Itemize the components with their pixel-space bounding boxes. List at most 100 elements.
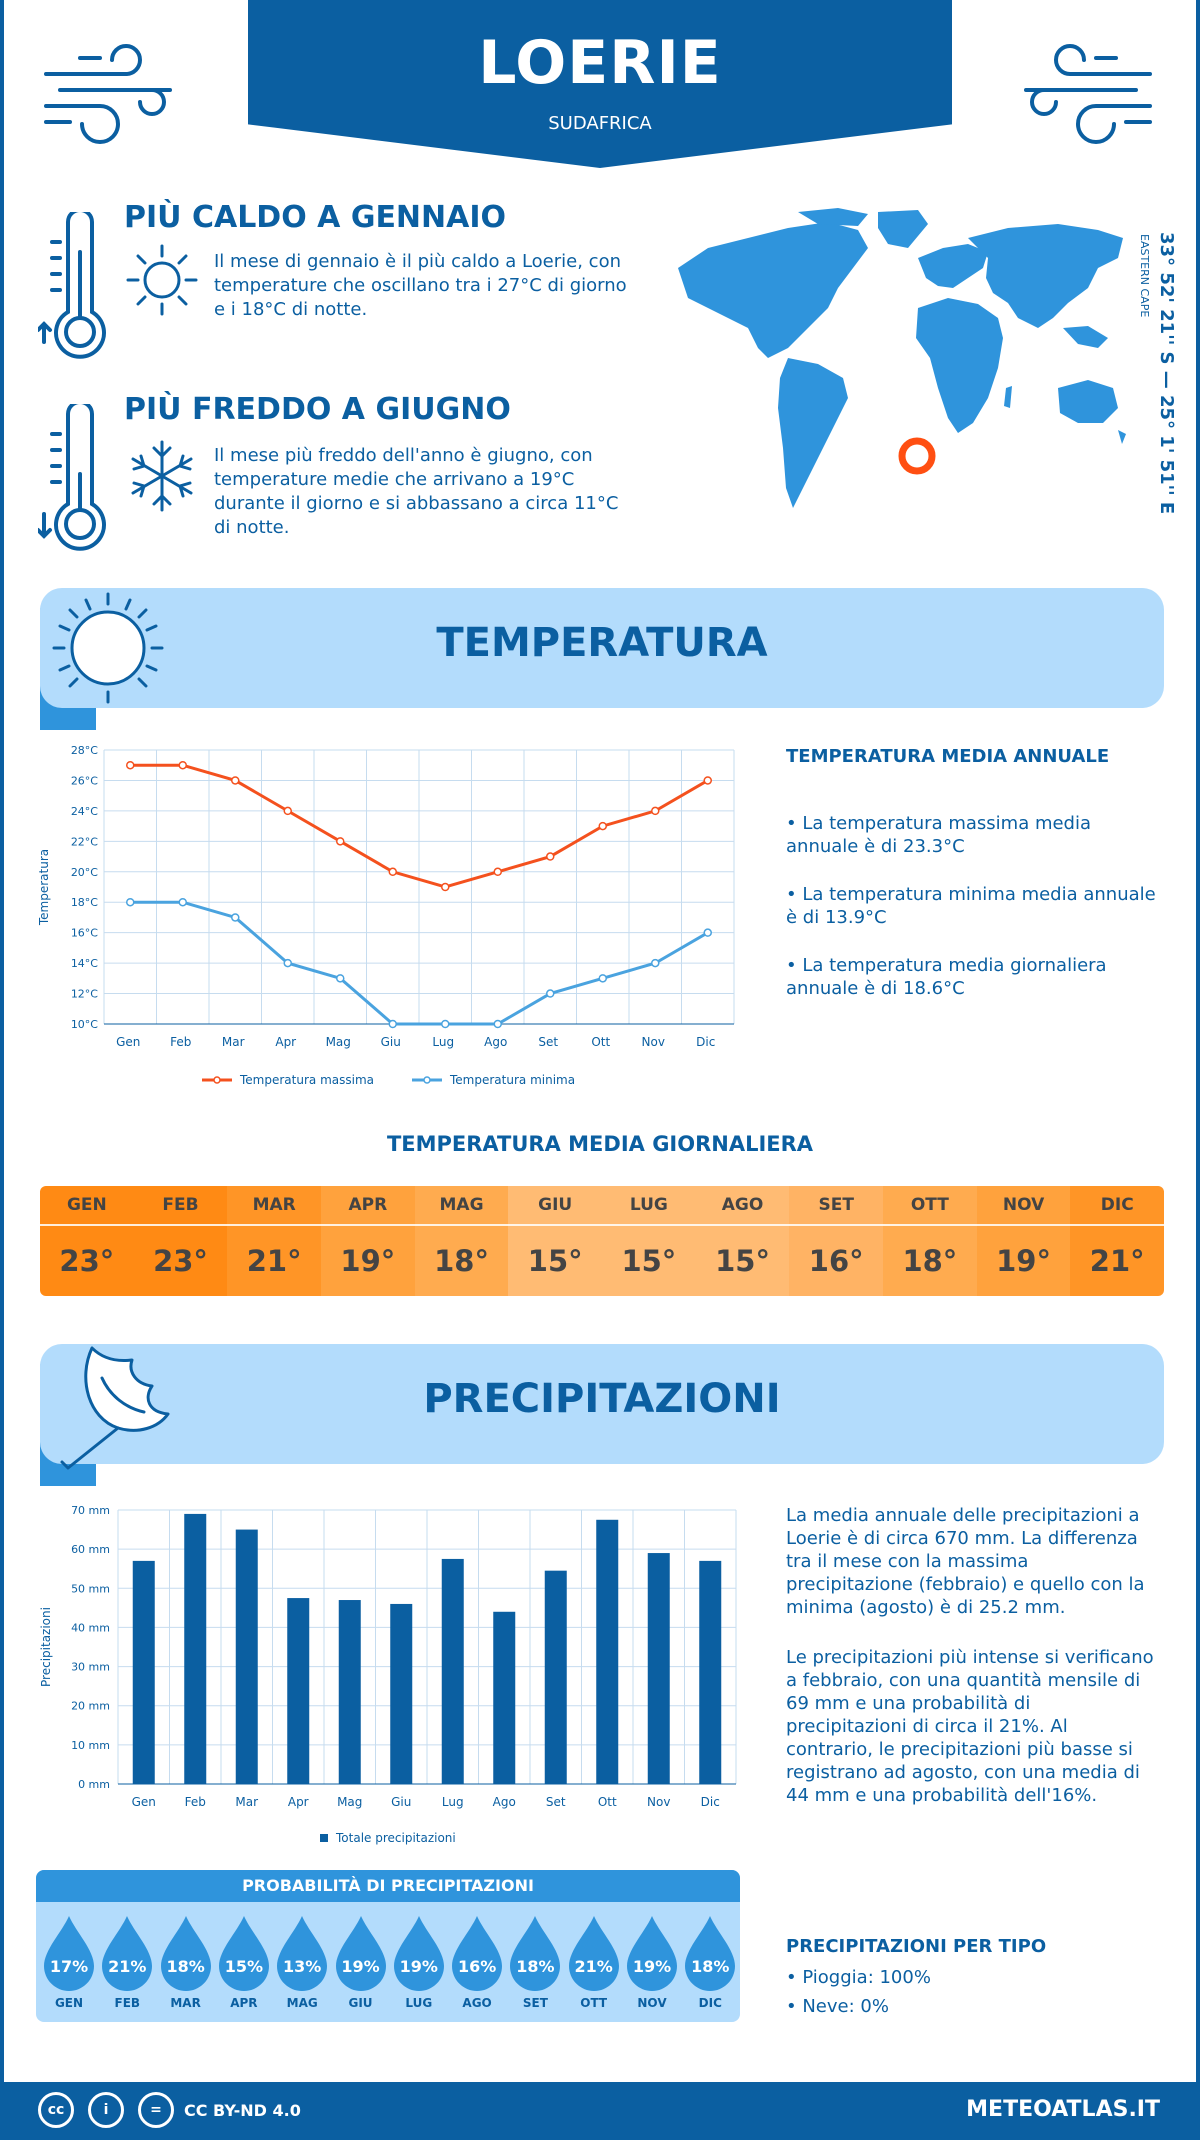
rain-drop: 19% GIU: [334, 1914, 388, 2014]
x-tick-label: Mag: [337, 1795, 362, 1809]
y-tick-label: 70 mm: [71, 1504, 110, 1517]
daily-temp-value: 15°: [715, 1244, 770, 1278]
thermometer-warm-icon: [38, 212, 106, 359]
wind-icon: [1024, 44, 1152, 144]
y-tick-label: 26°C: [71, 774, 98, 787]
daily-month-label: GEN: [66, 1195, 107, 1215]
bar: [390, 1603, 413, 1784]
snow-share: • Neve: 0%: [786, 1996, 889, 2017]
x-tick-label: Feb: [185, 1795, 206, 1809]
probability-month: DIC: [698, 1996, 722, 2010]
y-tick-label: 0 mm: [78, 1778, 110, 1791]
divider: [695, 1224, 790, 1226]
region-name: EASTERN CAPE: [1138, 234, 1151, 318]
data-point: [388, 867, 397, 877]
temperature-chart: 10°C 12°C 14°C 16°C 18°C 20°C 22°C 24°C 26°C 28°C…: [37, 744, 735, 1087]
daily-temp-column: APR 19°: [321, 1186, 415, 1296]
daily-temp-value: 19°: [996, 1244, 1051, 1278]
daily-temp-column: MAR 21°: [227, 1186, 322, 1296]
divider: [321, 1224, 415, 1226]
y-tick-label: 60 mm: [71, 1543, 110, 1556]
site-link[interactable]: METEOATLAS.IT: [966, 2097, 1160, 2122]
legend-label: Temperatura massima: [239, 1073, 374, 1087]
temperature-title: TEMPERATURA: [436, 620, 768, 666]
drop-icon: [452, 1916, 503, 1991]
license-label[interactable]: CC BY-ND 4.0: [184, 2101, 301, 2120]
drop-icon: [568, 1916, 619, 1991]
bar: [699, 1560, 722, 1784]
y-axis-label: Temperatura: [37, 849, 51, 926]
data-point: [178, 897, 187, 907]
probability-value: 15%: [224, 1957, 264, 1976]
y-tick-label: 16°C: [71, 927, 98, 940]
bar: [493, 1611, 516, 1784]
x-tick-label: Apr: [275, 1035, 296, 1049]
daily-temp-value: 18°: [902, 1244, 958, 1278]
probability-value: 18%: [166, 1957, 205, 1976]
drop-icon: [102, 1916, 153, 1991]
divider: [414, 1224, 509, 1226]
data-point: [493, 1019, 502, 1029]
data-point: [283, 806, 292, 816]
bar: [596, 1519, 619, 1784]
probability-title: PROBABILITÀ DI PRECIPITAZIONI: [36, 1870, 740, 1902]
x-tick-label: Gen: [116, 1035, 140, 1049]
x-tick-label: Lug: [432, 1035, 454, 1049]
daily-month-label: SET: [818, 1195, 854, 1215]
warmest-title: PIÙ CALDO A GENNAIO: [124, 200, 507, 235]
coldest-text: Il mese più freddo dell'anno è giugno, c…: [214, 445, 619, 538]
drop-icon: [277, 1916, 328, 1991]
probability-month: NOV: [637, 1996, 667, 2010]
rain-drop: 18% SET: [508, 1914, 562, 2014]
data-point: [336, 974, 345, 983]
daily-temp-column: SET 16°: [789, 1186, 884, 1296]
probability-month: LUG: [405, 1996, 433, 2010]
y-axis-label: Precipitazioni: [39, 1607, 53, 1687]
data-point: [126, 760, 135, 770]
x-tick-label: Set: [546, 1795, 566, 1809]
daily-month-label: MAG: [439, 1195, 484, 1215]
y-tick-label: 12°C: [71, 988, 98, 1001]
data-point: [546, 989, 555, 998]
y-tick-label: 20 mm: [71, 1700, 110, 1713]
data-point: [703, 776, 712, 785]
rain-drop: 15% APR: [217, 1914, 271, 2014]
data-point: [388, 1019, 397, 1029]
data-point: [283, 958, 292, 968]
bar: [235, 1529, 258, 1784]
drop-icon: [685, 1916, 736, 1991]
rain-share: • Pioggia: 100%: [786, 1967, 931, 1988]
probability-month: GEN: [54, 1996, 84, 2010]
thermometer-cold-icon: [38, 404, 106, 551]
data-point: [546, 852, 555, 861]
probability-month: APR: [230, 1996, 258, 2010]
data-point: [651, 806, 660, 816]
y-tick-label: 50 mm: [71, 1582, 110, 1595]
precipitation-band: [40, 1344, 1164, 1464]
daily-temp-column: NOV 19°: [976, 1186, 1071, 1296]
daily-month-label: AGO: [721, 1195, 764, 1215]
legend-swatch: [320, 1834, 328, 1842]
data-point: [178, 760, 187, 770]
bar: [647, 1553, 670, 1784]
daily-month-label: FEB: [162, 1195, 199, 1215]
data-point: [231, 776, 240, 785]
divider: [883, 1224, 977, 1226]
precipitation-probability-box: PROBABILITÀ DI PRECIPITAZIONI 17% GEN 21% F…: [36, 1870, 740, 2022]
daily-temp-value: 23°: [153, 1244, 208, 1278]
probability-value: 18%: [691, 1957, 730, 1976]
daily-month-label: DIC: [1100, 1195, 1134, 1215]
data-point: [703, 928, 712, 937]
y-tick-label: 30 mm: [71, 1661, 110, 1674]
divider: [976, 1224, 1071, 1226]
y-tick-label: 14°C: [71, 957, 98, 970]
x-tick-label: Ago: [484, 1035, 507, 1049]
daily-temp-column: LUG 15°: [602, 1186, 696, 1296]
data-point: [126, 897, 135, 907]
daily-temperature-title: TEMPERATURA MEDIA GIORNALIERA: [386, 1132, 814, 1156]
bar: [287, 1598, 310, 1784]
data-point: [441, 1019, 450, 1029]
probability-value: 16%: [457, 1957, 497, 1976]
world-map: [678, 208, 1126, 508]
x-tick-label: Giu: [381, 1035, 401, 1049]
